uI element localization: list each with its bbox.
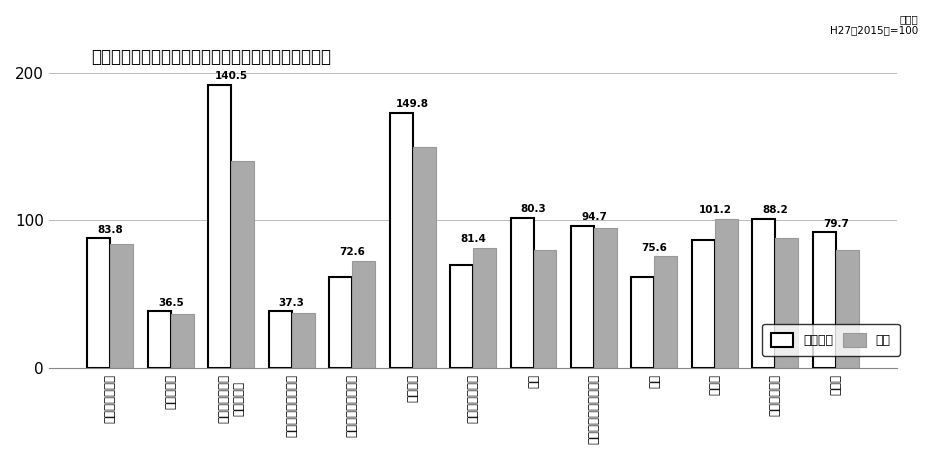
Text: 80.3: 80.3 [521,204,546,214]
Bar [88,238,110,368]
Bar [473,248,496,368]
Text: 業種別の生産指数（原指数）の当月と前年同月の比較: 業種別の生産指数（原指数）の当月と前年同月の比較 [91,48,331,66]
Text: 94.7: 94.7 [581,212,607,222]
Bar [571,226,594,368]
Bar [329,277,352,368]
Text: 81.4: 81.4 [460,234,486,244]
Text: 75.6: 75.6 [641,243,667,253]
Text: 140.5: 140.5 [214,71,248,81]
Text: 101.2: 101.2 [698,205,732,215]
Bar [148,311,171,368]
Bar [692,240,715,368]
Bar [533,249,556,368]
Text: 88.2: 88.2 [762,205,788,215]
Bar [511,218,533,368]
Text: 149.8: 149.8 [396,99,429,109]
Bar [654,256,678,368]
Bar [208,85,231,368]
Bar [268,311,292,368]
Bar [231,161,254,368]
Bar [715,219,738,368]
Bar [292,313,315,368]
Bar [352,261,375,368]
Bar [836,250,858,368]
Text: 36.5: 36.5 [158,298,184,307]
Bar [775,238,799,368]
Text: 79.7: 79.7 [823,219,849,228]
Bar [450,265,473,368]
Bar [110,244,133,368]
Bar [813,232,836,368]
Text: 原指数
H27（2015）=100: 原指数 H27（2015）=100 [829,14,918,36]
Bar [171,314,194,368]
Bar [390,113,413,368]
Bar [594,228,617,368]
Legend: 前年同月, 当月: 前年同月, 当月 [762,324,899,356]
Bar [632,277,654,368]
Text: 83.8: 83.8 [98,225,123,234]
Bar [752,219,775,368]
Text: 37.3: 37.3 [279,298,305,307]
Text: 72.6: 72.6 [339,247,365,257]
Bar [413,147,435,368]
